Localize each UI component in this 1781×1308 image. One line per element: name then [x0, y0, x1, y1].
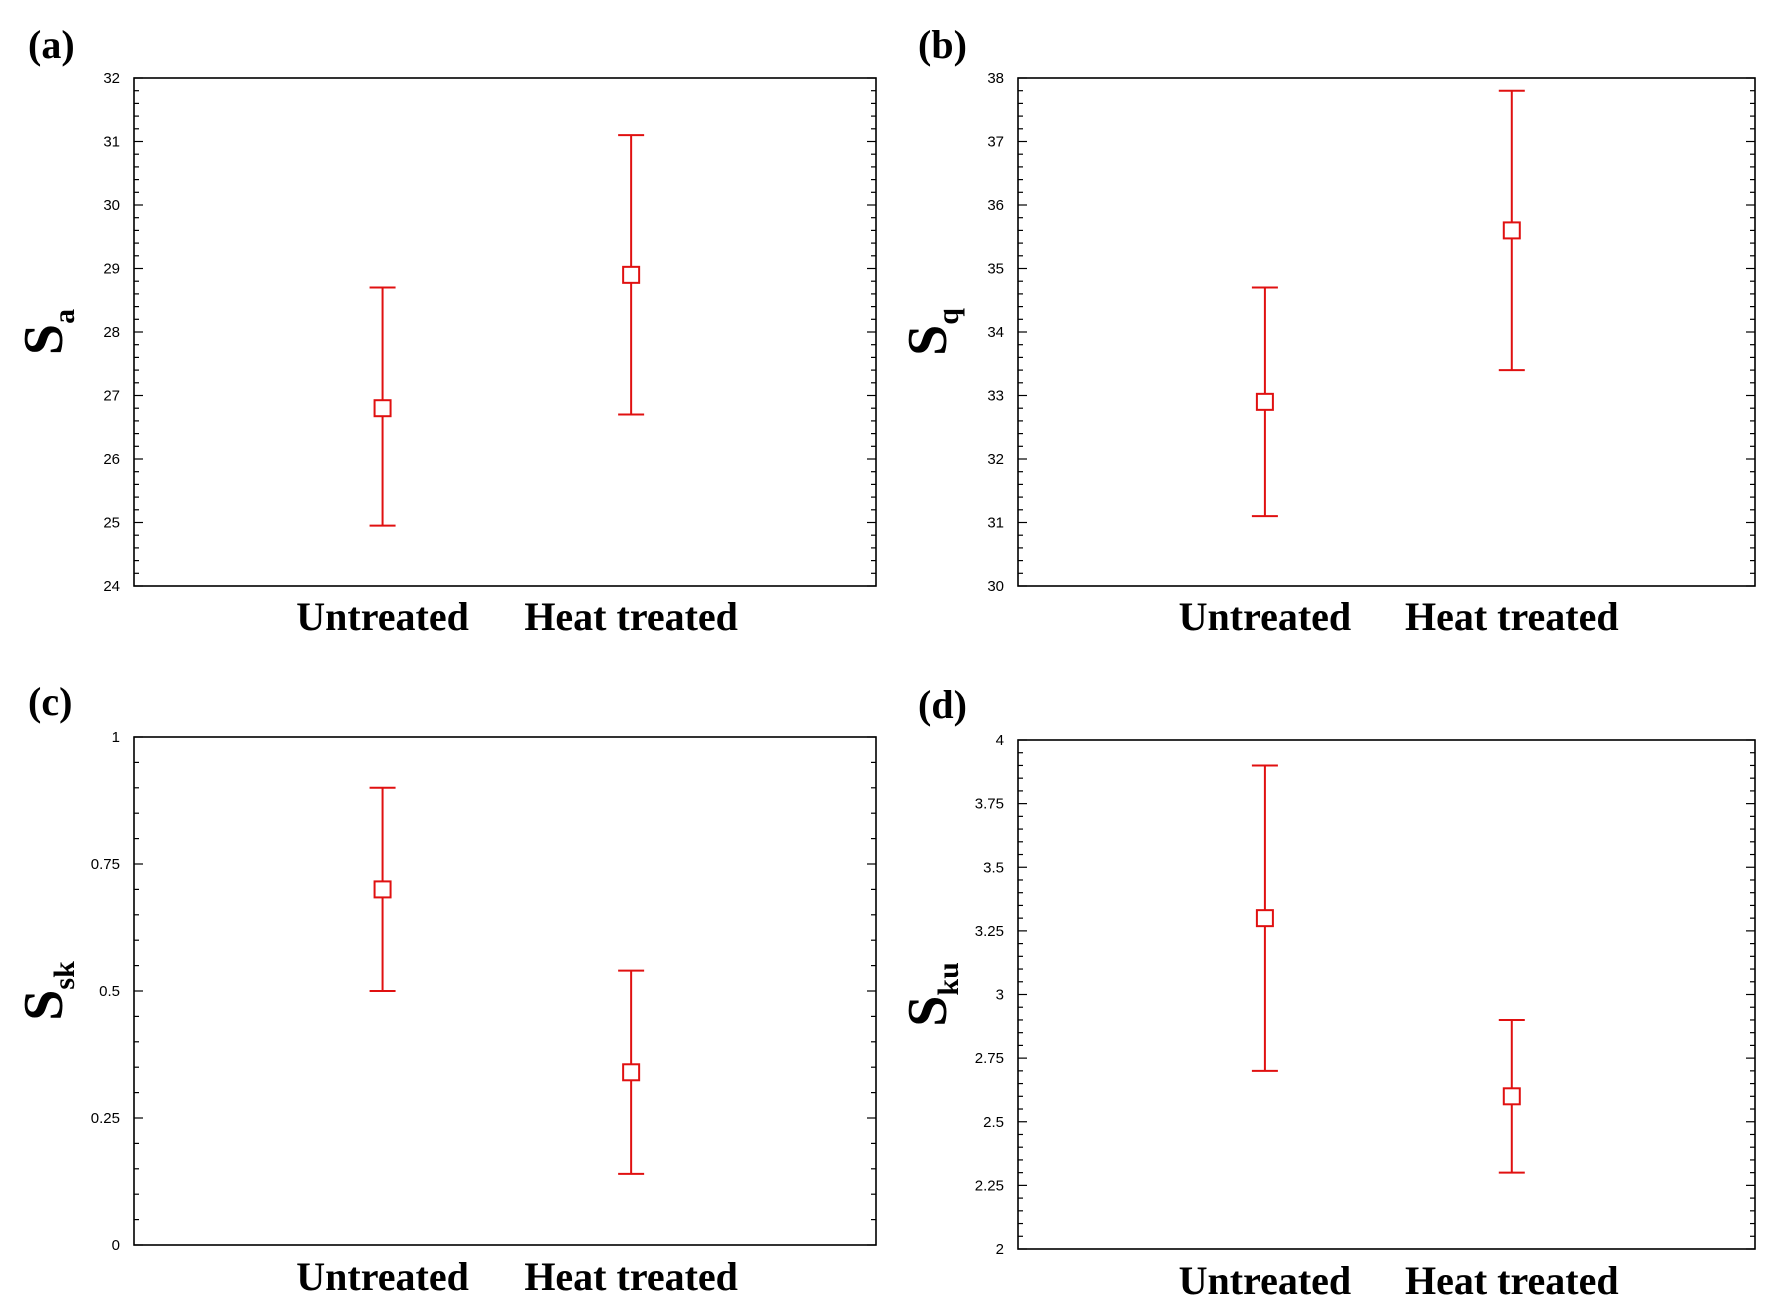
y-tick-label: 38 [987, 70, 1004, 87]
y-axis-label: Ssk [13, 961, 81, 1021]
y-tick-label: 1 [112, 729, 120, 746]
chart-panel-d: (d) 2 2.25 2.5 2.75 3 3.25 3.5 3.75 4 Sku Untreated… [897, 682, 1756, 1303]
chart-panel-a: (a) 24 25 26 27 28 29 30 31 32 Sa Untreated Heat tre… [13, 22, 877, 639]
y-tick-label: 3.25 [975, 923, 1004, 940]
data-point [1255, 392, 1274, 411]
y-axis-label-symbol: S [897, 996, 959, 1027]
x-category-label: Heat treated [524, 594, 738, 639]
data-point [1255, 909, 1274, 928]
x-category-label: Heat treated [1405, 594, 1619, 639]
y-axis-label-symbol: S [13, 990, 75, 1021]
chart-panel-c: (c) 0 0.25 0.5 0.75 1 Ssk Untreated Heat treated [13, 679, 877, 1299]
y-tick-label: 0 [112, 1237, 120, 1254]
data-point [622, 265, 641, 284]
data-point [373, 880, 392, 899]
y-axis-label-subscript: ku [932, 962, 965, 995]
y-axis-label-symbol: S [897, 325, 959, 356]
plot-frame [1017, 77, 1756, 587]
panel-label: (a) [28, 22, 75, 67]
y-tick-label: 31 [987, 515, 1004, 532]
y-tick-label: 28 [103, 324, 120, 341]
y-axis-label-subscript: sk [48, 961, 81, 990]
y-tick-label: 35 [987, 261, 1004, 278]
panel-label: (b) [918, 22, 967, 67]
x-category-label: Heat treated [1405, 1258, 1619, 1303]
y-axis-label-subscript: q [932, 308, 965, 325]
y-tick-label: 2.5 [983, 1114, 1004, 1131]
y-tick-label: 25 [103, 515, 120, 532]
y-tick-label: 32 [103, 70, 120, 87]
x-category-label: Untreated [1179, 1258, 1352, 1303]
x-category-label: Untreated [296, 594, 469, 639]
y-tick-label: 3.5 [983, 859, 1004, 876]
y-axis-label: Sq [897, 308, 965, 356]
y-tick-label: 3 [996, 987, 1004, 1004]
y-tick-label: 37 [987, 134, 1004, 151]
y-tick-label: 33 [987, 388, 1004, 405]
y-tick-label: 34 [987, 324, 1004, 341]
panel-label: (c) [28, 679, 72, 724]
y-tick-label: 29 [103, 261, 120, 278]
plot-frame [133, 77, 877, 587]
y-tick-label: 26 [103, 451, 120, 468]
data-point [373, 399, 392, 418]
chart-panel-b: (b) 30 31 32 33 34 35 36 37 38 Sq Untreated Heat tre… [897, 22, 1756, 639]
x-category-label: Untreated [296, 1254, 469, 1299]
data-point [1502, 221, 1521, 240]
y-tick-label: 24 [103, 578, 120, 595]
y-tick-label: 0.25 [91, 1110, 120, 1127]
y-axis-label: Sa [13, 309, 81, 355]
y-tick-label: 30 [103, 197, 120, 214]
y-axis-label-symbol: S [13, 324, 75, 355]
y-tick-label: 31 [103, 134, 120, 151]
y-tick-label: 2 [996, 1241, 1004, 1258]
x-category-label: Untreated [1179, 594, 1352, 639]
y-tick-label: 0.75 [91, 856, 120, 873]
y-tick-label: 4 [996, 732, 1004, 749]
y-axis-label-subscript: a [48, 309, 81, 324]
data-point [622, 1063, 641, 1082]
y-tick-label: 3.75 [975, 796, 1004, 813]
plot-frame [1017, 739, 1756, 1250]
plot-frame [133, 736, 877, 1246]
y-tick-label: 30 [987, 578, 1004, 595]
y-tick-label: 0.5 [99, 983, 120, 1000]
y-tick-label: 2.75 [975, 1050, 1004, 1067]
panel-label: (d) [918, 682, 967, 727]
y-axis-label: Sku [897, 962, 965, 1027]
y-tick-label: 32 [987, 451, 1004, 468]
y-tick-label: 2.25 [975, 1177, 1004, 1194]
data-point [1502, 1087, 1521, 1106]
x-category-label: Heat treated [524, 1254, 738, 1299]
y-tick-label: 36 [987, 197, 1004, 214]
y-tick-label: 27 [103, 388, 120, 405]
